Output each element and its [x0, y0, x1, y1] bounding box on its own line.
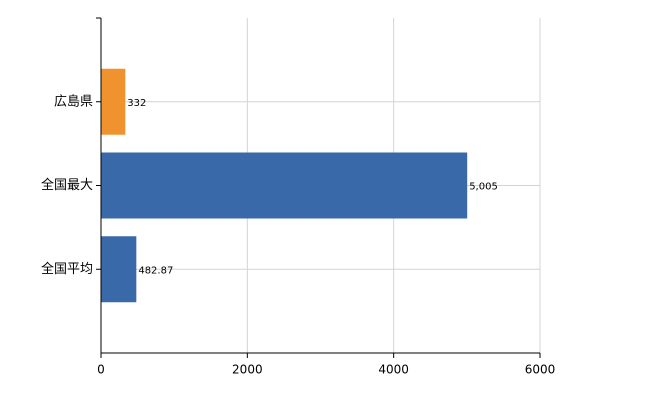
y-tick-label: 広島県: [54, 94, 93, 109]
x-tick-label: 0: [97, 363, 105, 377]
bar: [101, 236, 137, 303]
y-tick-label: 全国最大: [41, 177, 93, 193]
x-tick-label: 2000: [232, 363, 263, 377]
bar: [101, 152, 468, 219]
value-label: 332: [127, 98, 146, 109]
value-label: 5,005: [469, 182, 498, 193]
value-label: 482.87: [138, 265, 173, 276]
y-tick-label: 全国平均: [41, 261, 93, 277]
x-tick-label: 4000: [378, 363, 409, 377]
x-tick-label: 6000: [525, 363, 556, 377]
bar: [101, 68, 126, 135]
